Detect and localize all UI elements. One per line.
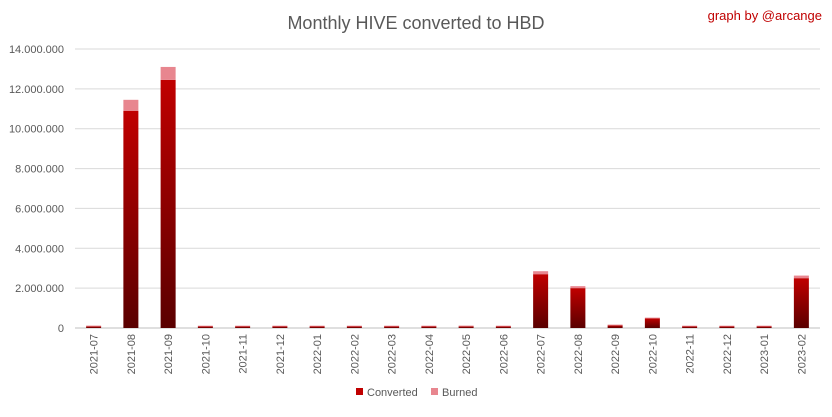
bar-burned xyxy=(793,275,809,279)
bar-converted xyxy=(682,326,698,328)
x-tick-label: 2021-07 xyxy=(89,334,101,374)
x-tick-label: 2021-10 xyxy=(200,334,212,374)
x-tick-label: 2022-12 xyxy=(722,334,734,374)
bar-burned xyxy=(272,325,288,327)
bar-burned xyxy=(533,271,549,275)
bar-converted xyxy=(607,325,623,328)
bar-converted xyxy=(346,326,362,328)
x-tick-label: 2022-02 xyxy=(349,334,361,374)
bar-converted xyxy=(644,318,660,328)
bar-burned xyxy=(235,325,251,327)
bar-burned xyxy=(86,325,102,327)
bar-converted xyxy=(123,110,139,329)
legend: Converted Burned xyxy=(356,387,477,399)
bar-converted xyxy=(458,326,474,328)
bar-burned xyxy=(346,325,362,327)
x-tick-label: 2022-10 xyxy=(647,334,659,374)
x-tick-label: 2021-09 xyxy=(163,334,175,374)
x-tick-label: 2021-11 xyxy=(238,334,250,374)
y-tick-label: 8.000.000 xyxy=(15,164,64,176)
grid-layer xyxy=(75,48,820,329)
bar-burned xyxy=(123,99,139,111)
x-tick-label: 2022-07 xyxy=(536,334,548,374)
x-tick-label: 2022-04 xyxy=(424,334,436,374)
bar-converted xyxy=(384,326,400,328)
x-tick-label: 2023-02 xyxy=(796,334,808,374)
bar-burned xyxy=(495,325,511,327)
bar-converted xyxy=(197,326,213,328)
y-tick-label: 10.000.000 xyxy=(9,124,64,136)
y-tick-label: 12.000.000 xyxy=(9,84,64,96)
x-tick-label: 2022-03 xyxy=(387,334,399,374)
x-tick-label: 2022-06 xyxy=(498,334,510,374)
x-tick-label: 2022-09 xyxy=(610,334,622,374)
x-tick-label: 2022-11 xyxy=(685,334,697,374)
bar-converted xyxy=(86,326,102,328)
y-tick-label: 4.000.000 xyxy=(15,243,64,255)
bar-converted xyxy=(160,79,176,328)
y-tick-label: 6.000.000 xyxy=(15,203,64,215)
x-tick-label: 2022-08 xyxy=(573,334,585,374)
bar-burned xyxy=(682,325,698,327)
legend-swatch xyxy=(356,388,363,395)
x-axis: 2021-07 2021-08 2021-09 2021-10 2021-11 2021-… xyxy=(89,334,809,374)
y-tick-label: 14.000.000 xyxy=(9,44,64,56)
bar-converted xyxy=(793,278,809,328)
bar-layer xyxy=(86,66,809,329)
y-axis: 0 2.000.000 4.000.000 6.000.000 8.000.000 10.… xyxy=(9,44,64,335)
bar-converted xyxy=(495,326,511,328)
bar-burned xyxy=(458,325,474,327)
y-tick-label: 0 xyxy=(58,323,64,335)
bar-converted xyxy=(272,326,288,328)
bar-converted xyxy=(235,326,251,328)
bar-burned xyxy=(197,325,213,327)
x-tick-label: 2021-08 xyxy=(126,334,138,374)
chart-title: Monthly HIVE converted to HBD xyxy=(287,13,544,33)
bar-burned xyxy=(160,66,176,80)
bar-burned xyxy=(384,325,400,327)
bar-burned xyxy=(756,325,772,327)
x-tick-label: 2022-01 xyxy=(312,334,324,374)
legend-label: Converted xyxy=(367,387,418,399)
bar-converted xyxy=(421,326,437,328)
bar-converted xyxy=(309,326,325,328)
x-tick-label: 2021-12 xyxy=(275,334,287,374)
x-tick-label: 2023-01 xyxy=(759,334,771,374)
bar-burned xyxy=(644,317,660,319)
bar-converted xyxy=(756,326,772,328)
bar-burned xyxy=(309,325,325,327)
y-tick-label: 2.000.000 xyxy=(15,283,64,295)
bar-burned xyxy=(719,325,735,327)
legend-swatch xyxy=(431,388,438,395)
bar-burned xyxy=(607,324,623,326)
legend-label: Burned xyxy=(442,387,477,399)
x-tick-label: 2022-05 xyxy=(461,334,473,374)
bar-converted xyxy=(719,326,735,328)
bar-burned xyxy=(570,286,586,289)
credit-label: graph by @arcange xyxy=(707,8,822,23)
bar-burned xyxy=(421,325,437,327)
bar-converted xyxy=(533,274,549,328)
bar-converted xyxy=(570,288,586,328)
